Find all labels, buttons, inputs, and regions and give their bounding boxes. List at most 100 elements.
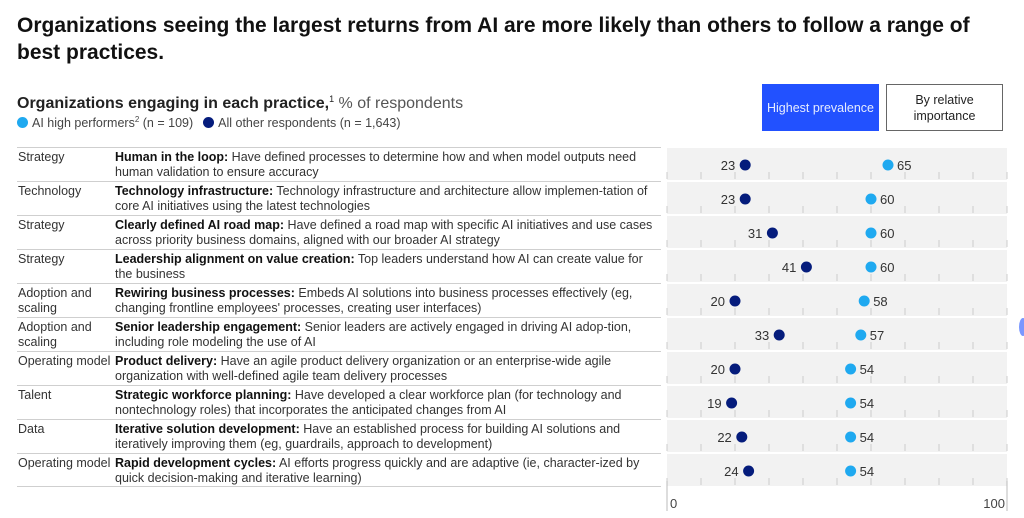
- row-description: Strategic workforce planning: Have devel…: [115, 388, 661, 419]
- dot-high-performers: [845, 363, 857, 375]
- table-row: Operating model Rapid development cycles:…: [17, 453, 661, 487]
- row-category: Talent: [18, 388, 52, 402]
- label-other-respondents: 23: [721, 158, 735, 173]
- row-category: Strategy: [18, 218, 65, 232]
- dot-other-respondents: [729, 295, 741, 307]
- table-row: Strategy Leadership alignment on value cr…: [17, 249, 661, 283]
- row-practice-text: Technology infrastructure and architectu…: [115, 184, 648, 213]
- row-description: Human in the loop: Have defined processe…: [115, 150, 661, 181]
- subtitle-footnote: 1: [329, 94, 335, 104]
- label-other-respondents: 33: [755, 328, 769, 343]
- legend-label-other: All other respondents (n = 1,643): [218, 115, 401, 130]
- dot-high-performers: [865, 193, 877, 205]
- table-row: Strategy Human in the loop: Have defined …: [17, 147, 661, 181]
- row-practice-title: Rewiring business processes:: [115, 286, 295, 300]
- table-row: Data Iterative solution development: Have…: [17, 419, 661, 453]
- label-other-respondents: 22: [717, 430, 731, 445]
- subtitle-unit: % of respondents: [334, 95, 464, 112]
- dot-high-performers: [845, 431, 857, 443]
- by-relative-importance-button[interactable]: By relative importance: [886, 84, 1003, 131]
- label-high-performers: 60: [880, 192, 894, 207]
- highest-prevalence-button[interactable]: Highest prevalence: [762, 84, 879, 131]
- label-other-respondents: 20: [711, 362, 725, 377]
- dot-high-performers: [882, 159, 894, 171]
- label-other-respondents: 23: [721, 192, 735, 207]
- row-practice-title: Senior leadership engagement:: [115, 320, 302, 334]
- label-other-respondents: 24: [724, 464, 738, 479]
- legend-label-high: AI high performers2 (n = 109): [32, 115, 194, 130]
- legend-item-other-respondents: All other respondents (n = 1,643): [203, 115, 401, 130]
- label-high-performers: 54: [860, 430, 874, 445]
- row-category: Technology: [18, 184, 82, 198]
- label-high-performers: 65: [897, 158, 911, 173]
- dot-high-performers: [865, 227, 877, 239]
- row-practice-title: Technology infrastructure:: [115, 184, 274, 198]
- row-practice-text: Embeds AI solutions into business proces…: [115, 286, 633, 315]
- legend-item-high-performers: AI high performers2 (n = 109): [17, 115, 193, 130]
- row-practice-text: Have an established process for building…: [115, 422, 621, 451]
- label-other-respondents: 19: [707, 396, 721, 411]
- row-description: Leadership alignment on value creation: …: [115, 252, 661, 283]
- row-practice-text: Have an agile product delivery organizat…: [115, 354, 612, 383]
- row-category: Strategy: [18, 252, 65, 266]
- practices-table: Strategy Human in the loop: Have defined …: [17, 147, 661, 487]
- label-high-performers: 60: [880, 260, 894, 275]
- x-tick-label: 0: [670, 496, 677, 511]
- row-category: Operating model: [18, 354, 111, 368]
- legend-dot-high-performers-icon: [17, 117, 28, 128]
- row-practice-title: Product delivery:: [115, 354, 218, 368]
- row-practice-text: Senior leaders are actively engaged in d…: [115, 320, 632, 349]
- label-other-respondents: 20: [711, 294, 725, 309]
- row-description: Clearly defined AI road map: Have define…: [115, 218, 661, 249]
- dot-other-respondents: [736, 431, 748, 443]
- scroll-indicator-icon[interactable]: [1019, 318, 1024, 336]
- dot-other-respondents: [739, 159, 751, 171]
- x-tick-label: 100: [983, 496, 1005, 511]
- dot-other-respondents: [766, 227, 778, 239]
- table-row: Technology Technology infrastructure: Tec…: [17, 181, 661, 215]
- row-practice-title: Rapid development cycles:: [115, 456, 277, 470]
- dot-other-respondents: [739, 193, 751, 205]
- row-practice-text: Have defined processes to determine how …: [115, 150, 637, 179]
- table-row: Adoption and scaling Senior leadership en…: [17, 317, 661, 351]
- chart-title: Organizations seeing the largest returns…: [17, 14, 970, 64]
- label-high-performers: 60: [880, 226, 894, 241]
- table-row: Strategy Clearly defined AI road map: Hav…: [17, 215, 661, 249]
- label-high-performers: 54: [860, 362, 874, 377]
- row-description: Rewiring business processes: Embeds AI s…: [115, 286, 661, 317]
- row-description: Senior leadership engagement: Senior lea…: [115, 320, 661, 351]
- dot-high-performers: [865, 261, 877, 273]
- row-practice-text: Have developed a clear workforce plan (f…: [115, 388, 622, 417]
- label-high-performers: 57: [870, 328, 884, 343]
- label-high-performers: 54: [860, 464, 874, 479]
- label-high-performers: 54: [860, 396, 874, 411]
- row-practice-text: AI efforts progress quickly and are adap…: [115, 456, 640, 485]
- dot-other-respondents: [800, 261, 812, 273]
- row-practice-title: Strategic workforce planning:: [115, 388, 292, 402]
- row-category: Operating model: [18, 456, 111, 470]
- row-category: Data: [18, 422, 45, 436]
- table-row: Adoption and scaling Rewiring business pr…: [17, 283, 661, 317]
- legend: AI high performers2 (n = 109) All other …: [17, 115, 401, 130]
- label-other-respondents: 41: [782, 260, 796, 275]
- row-category: Strategy: [18, 150, 65, 164]
- dot-high-performers: [845, 397, 857, 409]
- row-description: Iterative solution development: Have an …: [115, 422, 661, 453]
- row-practice-text: Top leaders understand how AI can create…: [115, 252, 643, 281]
- subtitle-bold: Organizations engaging in each practice,: [17, 95, 330, 112]
- table-row: Talent Strategic workforce planning: Have…: [17, 385, 661, 419]
- row-practice-title: Iterative solution development:: [115, 422, 300, 436]
- dot-high-performers: [845, 465, 857, 477]
- dot-other-respondents: [726, 397, 738, 409]
- row-category: Adoption and scaling: [18, 320, 92, 349]
- dot-other-respondents: [743, 465, 755, 477]
- dot-high-performers: [858, 295, 870, 307]
- row-practice-title: Clearly defined AI road map:: [115, 218, 285, 232]
- row-description: Technology infrastructure: Technology in…: [115, 184, 661, 215]
- row-description: Rapid development cycles: AI efforts pro…: [115, 456, 661, 486]
- row-description: Product delivery: Have an agile product …: [115, 354, 661, 385]
- dot-other-respondents: [729, 363, 741, 375]
- row-practice-title: Human in the loop:: [115, 150, 229, 164]
- row-category: Adoption and scaling: [18, 286, 92, 315]
